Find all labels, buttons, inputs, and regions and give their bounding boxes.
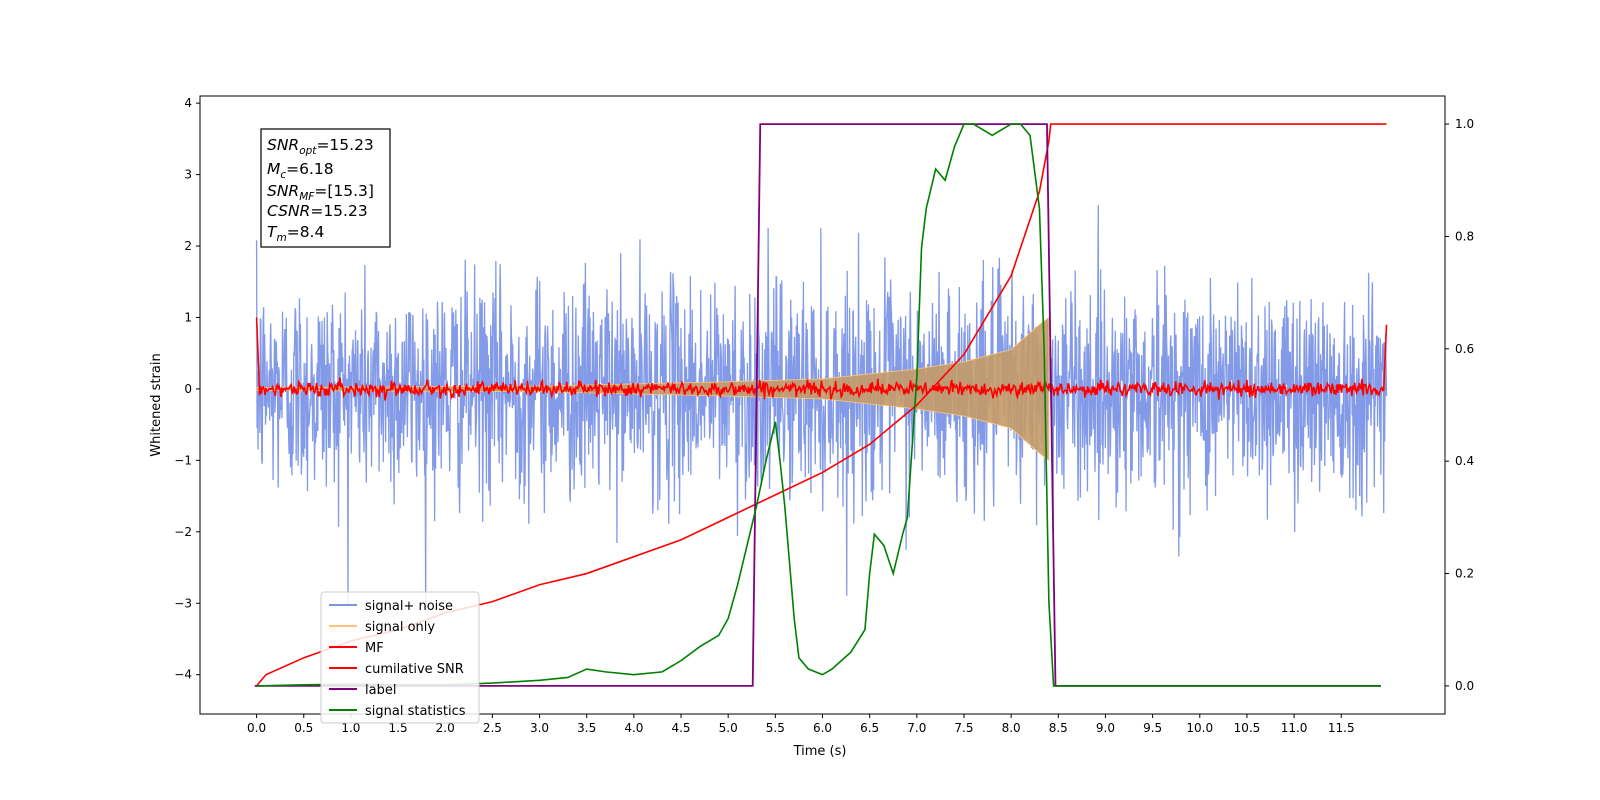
legend-label-label: label	[365, 683, 396, 698]
x-tick-label: 11.5	[1328, 721, 1355, 735]
x-tick-label: 6.0	[813, 721, 832, 735]
x-tick-label: 7.0	[907, 721, 926, 735]
x-tick-label: 9.5	[1143, 721, 1162, 735]
y-tick-label: −1	[174, 453, 192, 467]
legend-label-signal-noise: signal+ noise	[365, 599, 453, 614]
y-tick-label: 0	[184, 382, 192, 396]
y2-tick-label: 0.0	[1455, 679, 1474, 693]
annotation-mc: Mc=6.18	[267, 160, 334, 181]
x-tick-label: 2.0	[436, 721, 455, 735]
x-tick-label: 8.5	[1049, 721, 1068, 735]
y-tick-label: 3	[184, 168, 192, 182]
y2-tick-label: 0.6	[1455, 342, 1474, 356]
x-tick-label: 9.0	[1096, 721, 1115, 735]
series-signal-noise	[255, 205, 1388, 614]
x-tick-label: 3.5	[577, 721, 596, 735]
y-tick-label: 1	[184, 310, 192, 324]
legend-label-mf: MF	[365, 641, 384, 656]
x-tick-label: 11.0	[1281, 721, 1308, 735]
x-tick-label: 4.5	[671, 721, 690, 735]
x-tick-label: 10.5	[1234, 721, 1261, 735]
y-tick-label: −3	[174, 596, 192, 610]
x-tick-label: 0.5	[294, 721, 313, 735]
x-tick-label: 4.0	[624, 721, 643, 735]
x-tick-label: 0.0	[247, 721, 266, 735]
annotation-tm: Tm=8.4	[267, 223, 324, 244]
y2-tick-label: 0.4	[1455, 454, 1474, 468]
x-axis: 0.0 0.5 1.0 1.5 2.0 2.5 3.0 3.5 4.0 4.5 5.0 5.5 6.0 6…	[247, 714, 1355, 735]
x-tick-label: 7.5	[954, 721, 973, 735]
y2-tick-label: 0.2	[1455, 567, 1474, 581]
series-signal-statistics	[256, 123, 1381, 687]
x-tick-label: 1.5	[389, 721, 408, 735]
annotation-csnr: CSNR=15.23	[267, 202, 368, 220]
y-tick-label: 2	[184, 239, 192, 253]
x-tick-label: 5.0	[719, 721, 738, 735]
x-tick-label: 8.0	[1002, 721, 1021, 735]
x-tick-label: 5.5	[766, 721, 785, 735]
x-tick-label: 2.5	[483, 721, 502, 735]
series-mf	[255, 317, 1388, 401]
legend-frame	[320, 591, 480, 724]
y-tick-label: −2	[174, 525, 192, 539]
plot-area	[254, 123, 1388, 687]
y-tick-label: −4	[174, 668, 192, 682]
annotation-box: SNRopt=15.23 Mc=6.18 SNRMF=[15.3] CSNR=1…	[260, 128, 391, 248]
legend-label-signal-statistics: signal statistics	[365, 704, 466, 719]
annotation-snr-mf: SNRMF=[15.3]	[267, 182, 374, 203]
annotation-snr-opt: SNRopt=15.23	[267, 136, 374, 157]
x-tick-label: 3.0	[530, 721, 549, 735]
y-axis-right: 1.0 0.8 0.6 0.4 0.2 0.0	[1445, 117, 1474, 693]
legend: signal+ noise signal only MF cumilative …	[320, 591, 480, 724]
y-tick-label: 4	[184, 96, 192, 110]
annotation-frame	[260, 128, 391, 248]
x-tick-label: 10.0	[1186, 721, 1213, 735]
x-tick-label: 6.5	[860, 721, 879, 735]
legend-label-cumulative-snr: cumilative SNR	[365, 662, 464, 677]
x-tick-label: 1.0	[341, 721, 360, 735]
y2-tick-label: 1.0	[1455, 117, 1474, 131]
legend-label-signal-only: signal only	[365, 620, 435, 635]
x-axis-label: Time (s)	[793, 744, 847, 759]
y-axis-label: Whitened strain	[149, 353, 164, 456]
y-axis-left: 4 3 2 1 0 −1 −2 −3 −4	[174, 96, 200, 682]
y2-tick-label: 0.8	[1455, 229, 1474, 243]
